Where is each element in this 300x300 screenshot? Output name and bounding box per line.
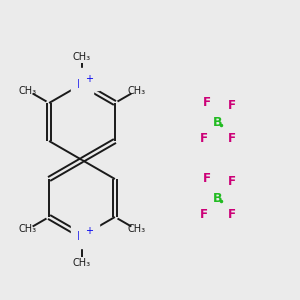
Text: F: F	[228, 175, 236, 188]
Text: N: N	[77, 230, 87, 242]
Text: B: B	[213, 116, 223, 128]
Text: CH₃: CH₃	[128, 224, 146, 235]
Text: CH₃: CH₃	[73, 52, 91, 62]
Text: CH₃: CH₃	[18, 85, 37, 95]
Text: F: F	[228, 99, 236, 112]
Text: CH₃: CH₃	[18, 224, 37, 235]
Text: +: +	[85, 226, 93, 236]
Text: CH₃: CH₃	[128, 85, 146, 95]
Text: F: F	[203, 96, 211, 110]
Text: F: F	[203, 172, 211, 185]
Text: B: B	[213, 191, 223, 205]
Text: F: F	[228, 208, 236, 221]
Text: F: F	[228, 132, 236, 146]
Text: +: +	[85, 74, 93, 84]
Text: CH₃: CH₃	[73, 258, 91, 268]
Text: F: F	[200, 132, 208, 146]
Text: F: F	[200, 208, 208, 221]
Text: N: N	[77, 77, 87, 91]
